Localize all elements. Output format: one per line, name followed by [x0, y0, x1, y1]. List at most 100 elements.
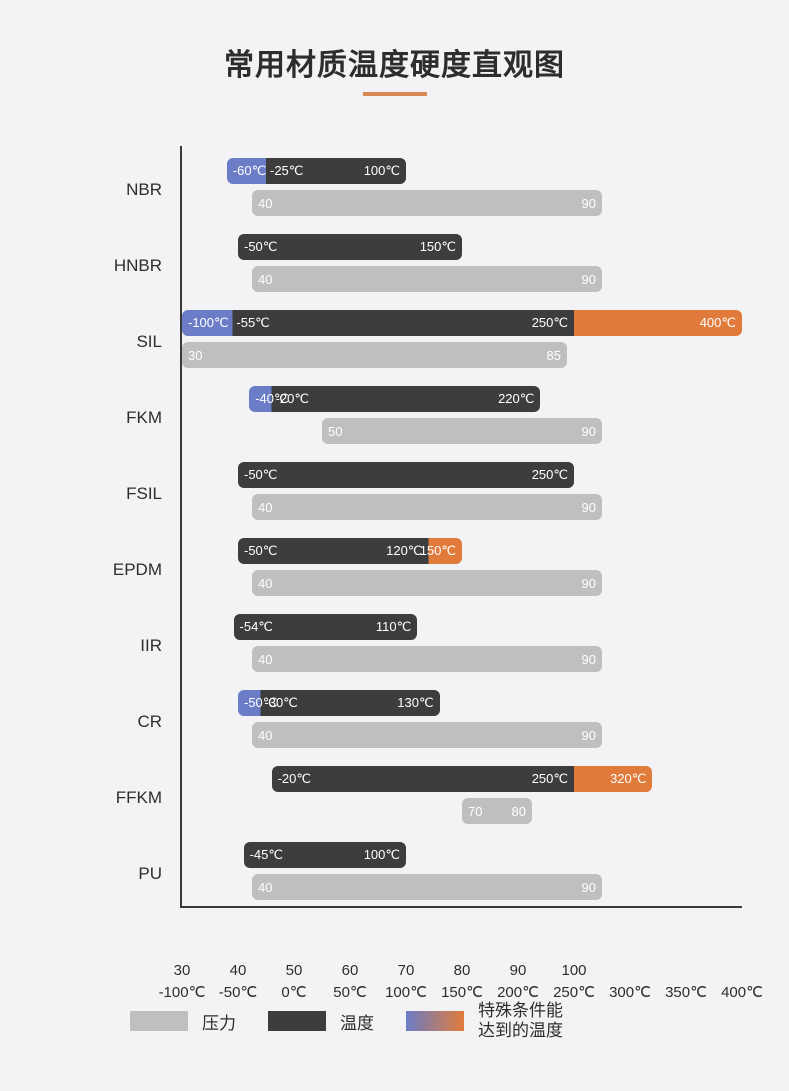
x-tick-temp: 400℃ — [721, 982, 763, 1004]
temp-label-high-special: 400℃ — [700, 315, 736, 331]
temp-bar: -50℃150℃ — [238, 234, 462, 260]
temp-bar: -50℃250℃ — [238, 462, 574, 488]
material-label: NBR — [22, 180, 162, 200]
temp-bar: -45℃ 100℃ — [244, 842, 406, 868]
temp-bar: -50℃-30℃130℃ — [238, 690, 440, 716]
hardness-label-low: 30 — [188, 348, 202, 363]
temp-label-low-special: -100℃ — [188, 315, 229, 331]
x-tick-temp: 100℃ — [385, 982, 427, 1004]
x-tick-hardness: 70 — [385, 960, 427, 982]
temp-label-low: -54℃ — [240, 619, 273, 635]
temp-label-high: 220℃ — [498, 391, 534, 407]
hardness-label-high: 90 — [582, 728, 596, 743]
legend-swatch-hardness — [130, 1011, 188, 1031]
x-tick-temp: -100℃ — [159, 982, 206, 1004]
temp-label-low: -20℃ — [276, 391, 309, 407]
material-label: FFKM — [22, 788, 162, 808]
x-tick: 90200℃ — [497, 960, 539, 1004]
temp-bar: -50℃150℃120℃ — [238, 538, 462, 564]
x-tick-temp: 200℃ — [497, 982, 539, 1004]
material-row: HNBR-50℃150℃4090 — [182, 234, 742, 306]
x-tick-hardness: 60 — [333, 960, 367, 982]
legend-swatch-special — [406, 1011, 464, 1031]
hardness-label-high: 90 — [582, 196, 596, 211]
hardness-bar: 7080 — [462, 798, 532, 824]
hardness-label-low: 40 — [258, 576, 272, 591]
temp-label-high: 100℃ — [364, 163, 400, 179]
x-tick-hardness: 80 — [441, 960, 483, 982]
temp-bar: -60℃-25℃ 100℃ — [227, 158, 406, 184]
x-tick-hardness — [609, 960, 651, 982]
plot: 30-100℃40-50℃500℃6050℃70100℃80150℃90200℃… — [180, 146, 742, 908]
material-row: FKM-40℃-20℃220℃5090 — [182, 386, 742, 458]
x-tick: 100250℃ — [553, 960, 595, 1004]
legend-special: 特殊条件能 达到的温度 — [406, 1001, 563, 1041]
temp-label-high-special: 320℃ — [610, 771, 646, 787]
x-tick: 300℃ — [609, 960, 651, 1004]
hardness-bar: 5090 — [322, 418, 602, 444]
x-tick: 400℃ — [721, 960, 763, 1004]
title-underline — [363, 92, 427, 96]
x-tick-temp: 300℃ — [609, 982, 651, 1004]
material-label: SIL — [22, 332, 162, 352]
x-tick: 500℃ — [281, 960, 306, 1004]
material-row: NBR-60℃-25℃100℃4090 — [182, 158, 742, 230]
temp-label-low: -50℃ — [244, 467, 277, 483]
temp-label-high: 250℃ — [532, 315, 568, 331]
chart-area: 30-100℃40-50℃500℃6050℃70100℃80150℃90200℃… — [120, 146, 749, 916]
legend: 压力 温度 特殊条件能 达到的温度 — [130, 1001, 769, 1041]
x-tick: 40-50℃ — [219, 960, 258, 1004]
temp-label-low: -45℃ — [250, 847, 283, 863]
hardness-bar: 40 90 — [252, 570, 602, 596]
x-tick-temp: 350℃ — [665, 982, 707, 1004]
hardness-label-low: 40 — [258, 196, 272, 211]
temp-label-high-special: 150℃ — [420, 543, 456, 559]
temp-label-high: 250℃ — [532, 771, 568, 787]
x-tick-temp: 50℃ — [333, 982, 367, 1004]
hardness-label-low: 70 — [468, 804, 482, 819]
material-row: IIR-54℃110℃4090 — [182, 614, 742, 686]
temp-bar: -100℃-55℃400℃250℃ — [182, 310, 742, 336]
x-tick: 80150℃ — [441, 960, 483, 1004]
hardness-bar: 40 90 — [252, 190, 602, 216]
temp-label-low: -30℃ — [264, 695, 297, 711]
material-row: EPDM-50℃150℃120℃4090 — [182, 538, 742, 610]
material-label: HNBR — [22, 256, 162, 276]
hardness-label-low: 40 — [258, 652, 272, 667]
material-label: FKM — [22, 408, 162, 428]
hardness-label-high: 85 — [547, 348, 561, 363]
x-tick-temp: 0℃ — [281, 982, 306, 1004]
temp-label-high: 100℃ — [364, 847, 400, 863]
hardness-bar: 4090 — [252, 494, 602, 520]
hardness-bar: 30 85 — [182, 342, 567, 368]
hardness-bar: 4090 — [252, 646, 602, 672]
material-label: EPDM — [22, 560, 162, 580]
hardness-bar: 40 90 — [252, 266, 602, 292]
legend-label-special: 特殊条件能 达到的温度 — [478, 1001, 563, 1041]
temp-label-low-special: -60℃ — [233, 163, 266, 179]
x-tick-hardness: 50 — [281, 960, 306, 982]
temp-bar: -54℃ 110℃ — [234, 614, 418, 640]
temp-label-low: -25℃ — [270, 163, 303, 179]
hardness-label-high: 90 — [582, 576, 596, 591]
temp-label-high: 130℃ — [397, 695, 433, 711]
hardness-label-low: 50 — [328, 424, 342, 439]
x-tick: 70100℃ — [385, 960, 427, 1004]
material-label: PU — [22, 864, 162, 884]
x-tick-hardness — [665, 960, 707, 982]
chart-title: 常用材质温度硬度直观图 — [20, 40, 769, 84]
x-tick-temp: -50℃ — [219, 982, 258, 1004]
hardness-bar: 40 90 — [252, 722, 602, 748]
hardness-bar: 4090 — [252, 874, 602, 900]
hardness-label-low: 40 — [258, 272, 272, 287]
temp-label-high: 110℃ — [376, 619, 411, 635]
hardness-label-low: 40 — [258, 728, 272, 743]
x-tick-hardness: 40 — [219, 960, 258, 982]
x-tick-temp: 150℃ — [441, 982, 483, 1004]
x-tick-hardness: 90 — [497, 960, 539, 982]
x-tick: 30-100℃ — [159, 960, 206, 1004]
temp-bar: -20℃320℃250℃ — [272, 766, 653, 792]
hardness-label-high: 90 — [582, 272, 596, 287]
hardness-label-high: 90 — [582, 500, 596, 515]
material-label: CR — [22, 712, 162, 732]
